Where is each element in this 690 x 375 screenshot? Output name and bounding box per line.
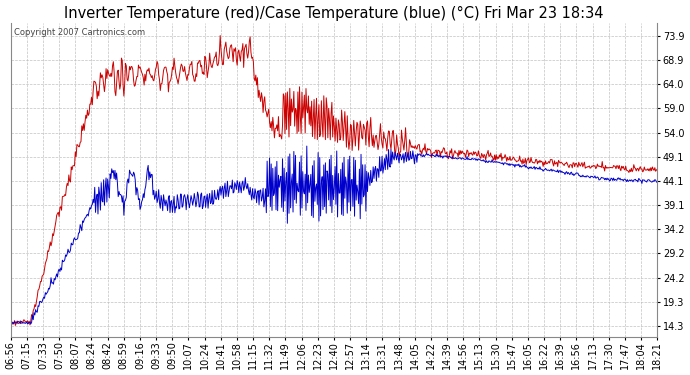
Title: Inverter Temperature (red)/Case Temperature (blue) (°C) Fri Mar 23 18:34: Inverter Temperature (red)/Case Temperat…: [64, 6, 604, 21]
Text: Copyright 2007 Cartronics.com: Copyright 2007 Cartronics.com: [14, 28, 145, 37]
